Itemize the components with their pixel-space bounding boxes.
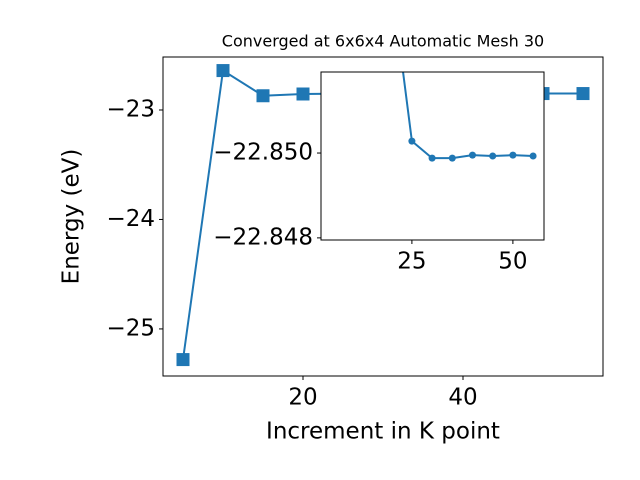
x-tick-label: 20 xyxy=(288,385,317,411)
y-tick-label: −24 xyxy=(106,206,155,232)
marker xyxy=(576,87,590,101)
x-tick-label: 50 xyxy=(498,249,527,275)
marker xyxy=(468,151,476,159)
marker xyxy=(216,64,230,78)
marker xyxy=(296,87,310,101)
y-tick-label: −22.848 xyxy=(213,224,313,250)
x-tick-label: 40 xyxy=(448,385,477,411)
marker xyxy=(489,152,497,160)
chart-title: Converged at 6x6x4 Automatic Mesh 30 xyxy=(222,32,544,51)
y-tick-label: −25 xyxy=(106,315,155,341)
plot-frame xyxy=(162,56,604,377)
marker xyxy=(509,151,517,159)
y-tick-label: −22.850 xyxy=(213,140,313,166)
x-axis-label: Increment in K point xyxy=(266,419,500,445)
marker xyxy=(428,154,436,162)
marker xyxy=(256,89,270,103)
marker xyxy=(176,353,190,367)
marker xyxy=(448,154,456,162)
marker xyxy=(529,152,537,160)
y-tick-label: −23 xyxy=(106,96,155,122)
plot-frame xyxy=(320,71,545,241)
marker xyxy=(408,137,416,145)
plot-clip xyxy=(402,72,537,162)
x-tick-label: 25 xyxy=(397,249,426,275)
y-axis-label: Energy (eV) xyxy=(59,149,85,285)
